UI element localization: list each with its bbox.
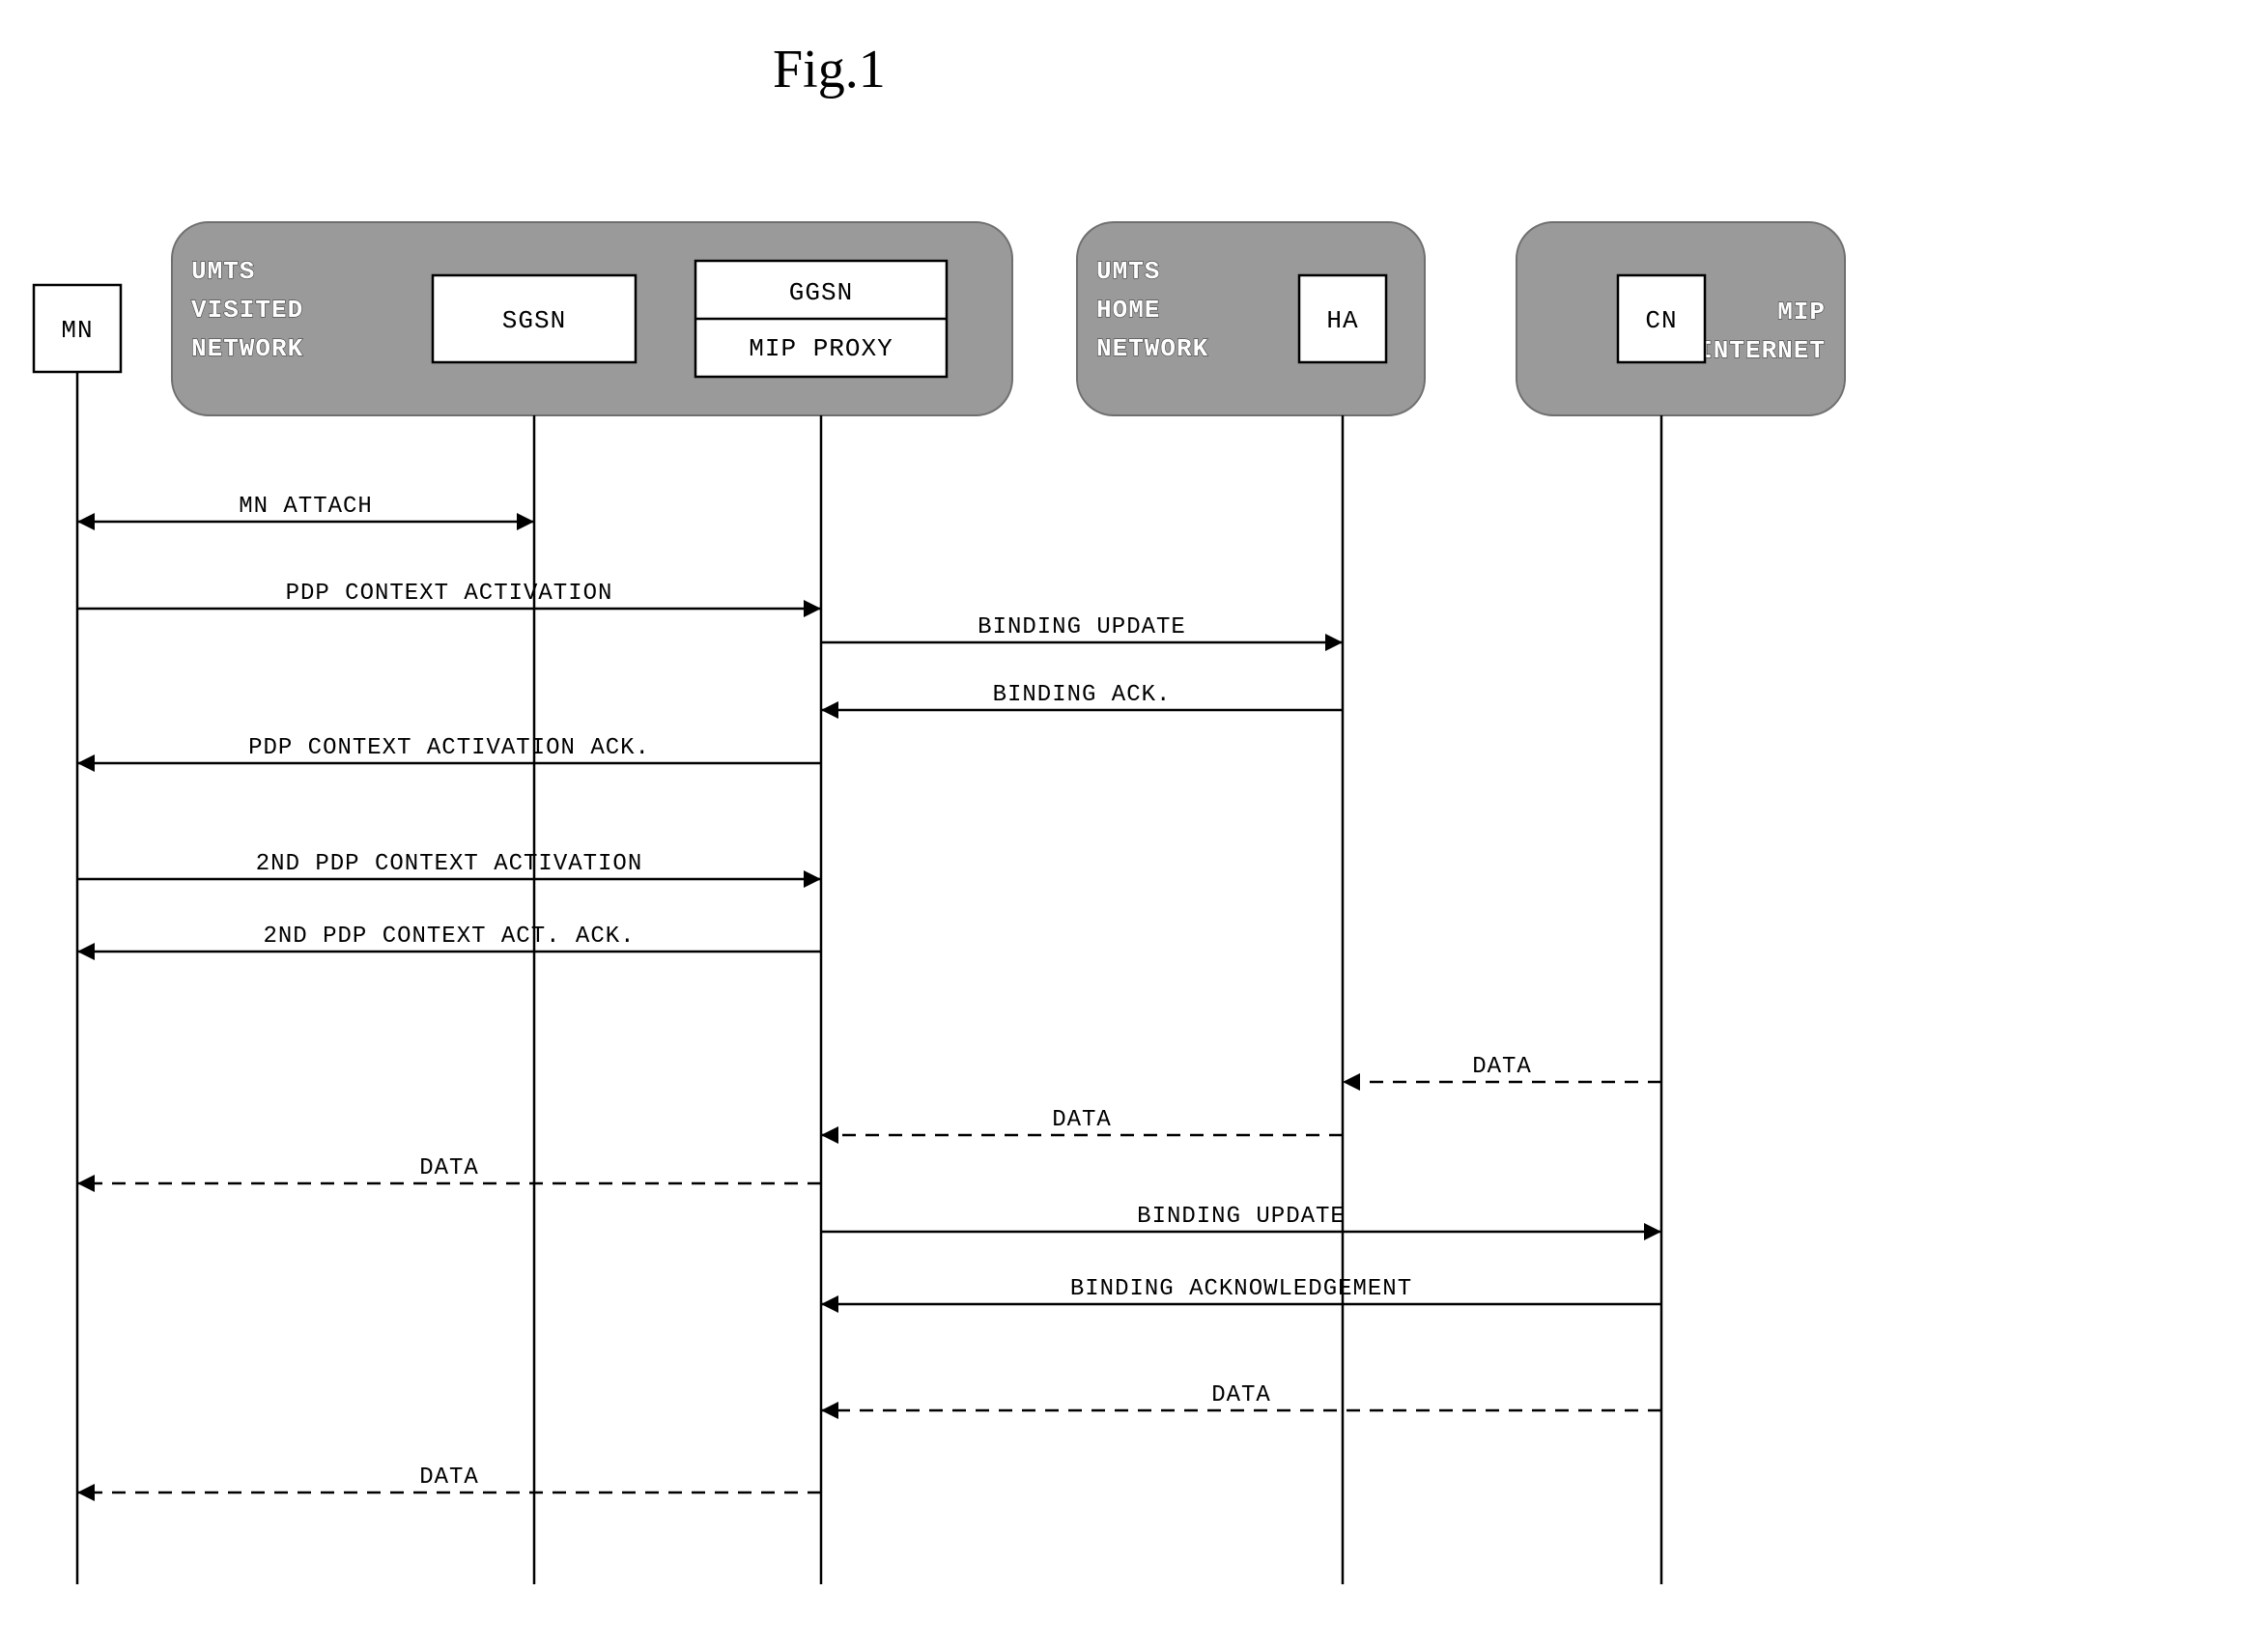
figure-label: Fig.1 bbox=[773, 40, 886, 100]
sgsn-box: SGSN bbox=[433, 275, 636, 362]
ggsn-bottom-label: MIP PROXY bbox=[749, 334, 893, 363]
message-label-11: BINDING ACKNOWLEDGEMENT bbox=[1070, 1276, 1412, 1302]
message-label-8: DATA bbox=[1052, 1107, 1112, 1133]
message-label-2: BINDING UPDATE bbox=[978, 614, 1186, 640]
message-label-10: BINDING UPDATE bbox=[1137, 1204, 1346, 1230]
visited-label-1: VISITED bbox=[191, 296, 303, 325]
cn-label: CN bbox=[1645, 306, 1677, 335]
visited-label-2: NETWORK bbox=[191, 334, 303, 363]
message-label-0: MN ATTACH bbox=[239, 494, 373, 520]
ha-label: HA bbox=[1326, 306, 1358, 335]
ggsn-top-label: GGSN bbox=[789, 278, 853, 307]
mn-label: MN bbox=[61, 316, 93, 345]
visited-label-0: UMTS bbox=[191, 257, 255, 286]
ha-box: HA bbox=[1299, 275, 1386, 362]
internet-label-0: MIP bbox=[1777, 298, 1826, 327]
sgsn-label: SGSN bbox=[502, 306, 566, 335]
ggsn-box: GGSN MIP PROXY bbox=[695, 261, 947, 377]
internet-label-1: INTERNET bbox=[1697, 336, 1826, 365]
message-label-13: DATA bbox=[419, 1464, 479, 1491]
message-label-4: PDP CONTEXT ACTIVATION ACK. bbox=[248, 735, 650, 761]
home-label-0: UMTS bbox=[1096, 257, 1160, 286]
home-label-2: NETWORK bbox=[1096, 334, 1208, 363]
message-label-3: BINDING ACK. bbox=[993, 682, 1172, 708]
mn-box: MN bbox=[34, 285, 121, 372]
message-label-12: DATA bbox=[1211, 1382, 1271, 1408]
message-label-6: 2ND PDP CONTEXT ACT. ACK. bbox=[263, 924, 635, 950]
message-label-9: DATA bbox=[419, 1155, 479, 1181]
home-label-1: HOME bbox=[1096, 296, 1160, 325]
message-label-1: PDP CONTEXT ACTIVATION bbox=[286, 581, 613, 607]
message-label-7: DATA bbox=[1472, 1054, 1532, 1080]
message-label-5: 2ND PDP CONTEXT ACTIVATION bbox=[256, 851, 642, 877]
cn-box: CN bbox=[1618, 275, 1705, 362]
